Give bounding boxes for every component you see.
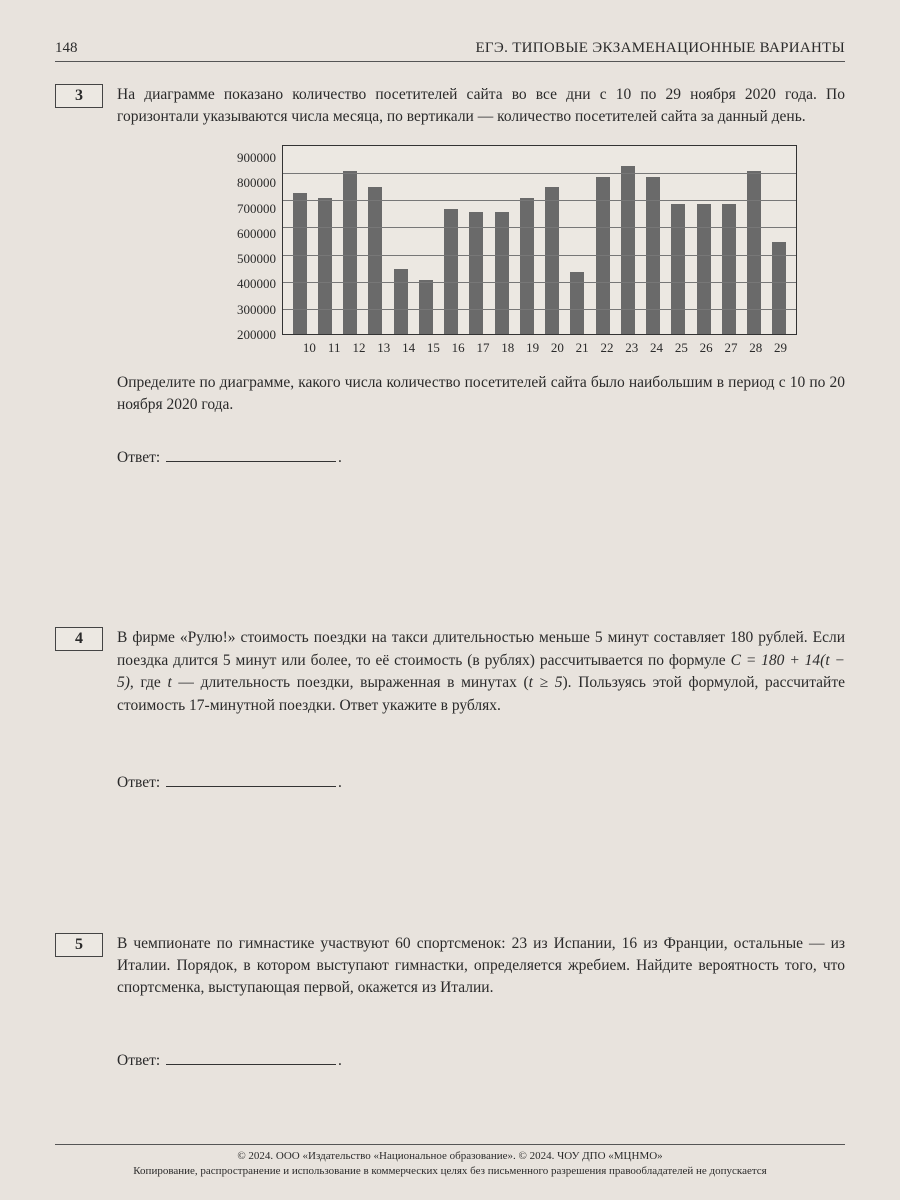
y-tick-label: 400000 bbox=[237, 277, 276, 290]
answer-row: Ответ: . bbox=[117, 772, 845, 794]
task5-text: В чемпионате по гимнастике участвуют 60 … bbox=[117, 933, 845, 1000]
task4-cond: t ≥ 5 bbox=[529, 674, 563, 691]
visitors-chart: 900000 800000 700000 600000 500000 400000 3000… bbox=[237, 145, 797, 358]
x-tick-label: 19 bbox=[526, 339, 540, 358]
task3-text-before: На диаграмме показано количество посетит… bbox=[117, 84, 845, 129]
gridline bbox=[283, 227, 796, 228]
bar bbox=[722, 204, 736, 334]
answer-label: Ответ: bbox=[117, 774, 160, 791]
answer-blank[interactable] bbox=[166, 773, 336, 787]
y-tick-label: 300000 bbox=[237, 303, 276, 316]
y-tick-label: 200000 bbox=[237, 328, 276, 341]
gridline bbox=[283, 282, 796, 283]
task4-text-p3: — длительность поездки, выраженная в мин… bbox=[172, 674, 529, 691]
x-tick-label: 26 bbox=[699, 339, 713, 358]
y-tick-label: 900000 bbox=[237, 151, 276, 164]
x-tick-label: 20 bbox=[550, 339, 564, 358]
x-tick-label: 16 bbox=[451, 339, 465, 358]
task-5: 5 В чемпионате по гимнастике участвуют 6… bbox=[55, 933, 845, 1073]
y-tick-label: 600000 bbox=[237, 227, 276, 240]
x-tick-label: 11 bbox=[327, 339, 341, 358]
footer-line2: Копирование, распространение и использов… bbox=[55, 1164, 845, 1178]
answer-label: Ответ: bbox=[117, 1052, 160, 1069]
y-tick-label: 700000 bbox=[237, 202, 276, 215]
chart-x-labels: 10 11 12 13 14 15 16 17 18 19 20 21 22 23 24 25 26 27 28 29 bbox=[293, 339, 797, 358]
page-number: 148 bbox=[55, 40, 78, 57]
x-tick-label: 28 bbox=[749, 339, 763, 358]
gridline bbox=[283, 200, 796, 201]
x-tick-label: 14 bbox=[402, 339, 416, 358]
task-4: 4 В фирме «Рулю!» стоимость поездки на т… bbox=[55, 627, 845, 794]
bar bbox=[419, 280, 433, 334]
page-header: 148 ЕГЭ. ТИПОВЫЕ ЭКЗАМЕНАЦИОННЫЕ ВАРИАНТ… bbox=[55, 40, 845, 62]
page-footer: © 2024. ООО «Издательство «Национальное … bbox=[55, 1144, 845, 1178]
y-tick-label: 500000 bbox=[237, 252, 276, 265]
x-tick-label: 10 bbox=[302, 339, 316, 358]
x-tick-label: 18 bbox=[501, 339, 515, 358]
header-title: ЕГЭ. ТИПОВЫЕ ЭКЗАМЕНАЦИОННЫЕ ВАРИАНТЫ bbox=[475, 40, 845, 57]
x-tick-label: 21 bbox=[575, 339, 589, 358]
answer-blank[interactable] bbox=[166, 1051, 336, 1065]
task-number-box: 5 bbox=[55, 933, 103, 957]
task-3: 3 На диаграмме показано количество посет… bbox=[55, 84, 845, 469]
answer-label: Ответ: bbox=[117, 449, 160, 466]
bar bbox=[697, 204, 711, 334]
x-tick-label: 25 bbox=[674, 339, 688, 358]
x-tick-label: 12 bbox=[352, 339, 366, 358]
x-tick-label: 29 bbox=[774, 339, 788, 358]
footer-line1: © 2024. ООО «Издательство «Национальное … bbox=[55, 1149, 845, 1163]
bar bbox=[293, 193, 307, 334]
chart-plot-area bbox=[282, 145, 797, 335]
bar bbox=[671, 204, 685, 334]
task-number-box: 4 bbox=[55, 627, 103, 651]
x-tick-label: 17 bbox=[476, 339, 490, 358]
answer-row: Ответ: . bbox=[117, 447, 845, 469]
gridline bbox=[283, 309, 796, 310]
bar bbox=[495, 212, 509, 334]
bar bbox=[394, 269, 408, 334]
x-tick-label: 22 bbox=[600, 339, 614, 358]
task-body: В фирме «Рулю!» стоимость поездки на так… bbox=[117, 627, 845, 794]
task4-text-p2: , где bbox=[130, 674, 168, 691]
bar bbox=[545, 187, 559, 334]
task-body: В чемпионате по гимнастике участвуют 60 … bbox=[117, 933, 845, 1073]
x-tick-label: 24 bbox=[650, 339, 664, 358]
chart-bars bbox=[283, 146, 796, 334]
answer-blank[interactable] bbox=[166, 448, 336, 462]
y-tick-label: 800000 bbox=[237, 176, 276, 189]
chart-y-labels: 900000 800000 700000 600000 500000 400000 3000… bbox=[237, 145, 282, 335]
gridline bbox=[283, 173, 796, 174]
task3-text-after: Определите по диаграмме, какого числа ко… bbox=[117, 372, 845, 417]
x-tick-label: 27 bbox=[724, 339, 738, 358]
x-tick-label: 23 bbox=[625, 339, 639, 358]
bar bbox=[469, 212, 483, 334]
bar bbox=[318, 198, 332, 334]
x-tick-label: 15 bbox=[426, 339, 440, 358]
gridline bbox=[283, 255, 796, 256]
bar bbox=[520, 198, 534, 334]
task-number-box: 3 bbox=[55, 84, 103, 108]
bar bbox=[368, 187, 382, 334]
task-body: На диаграмме показано количество посетит… bbox=[117, 84, 845, 469]
answer-row: Ответ: . bbox=[117, 1050, 845, 1072]
x-tick-label: 13 bbox=[377, 339, 391, 358]
